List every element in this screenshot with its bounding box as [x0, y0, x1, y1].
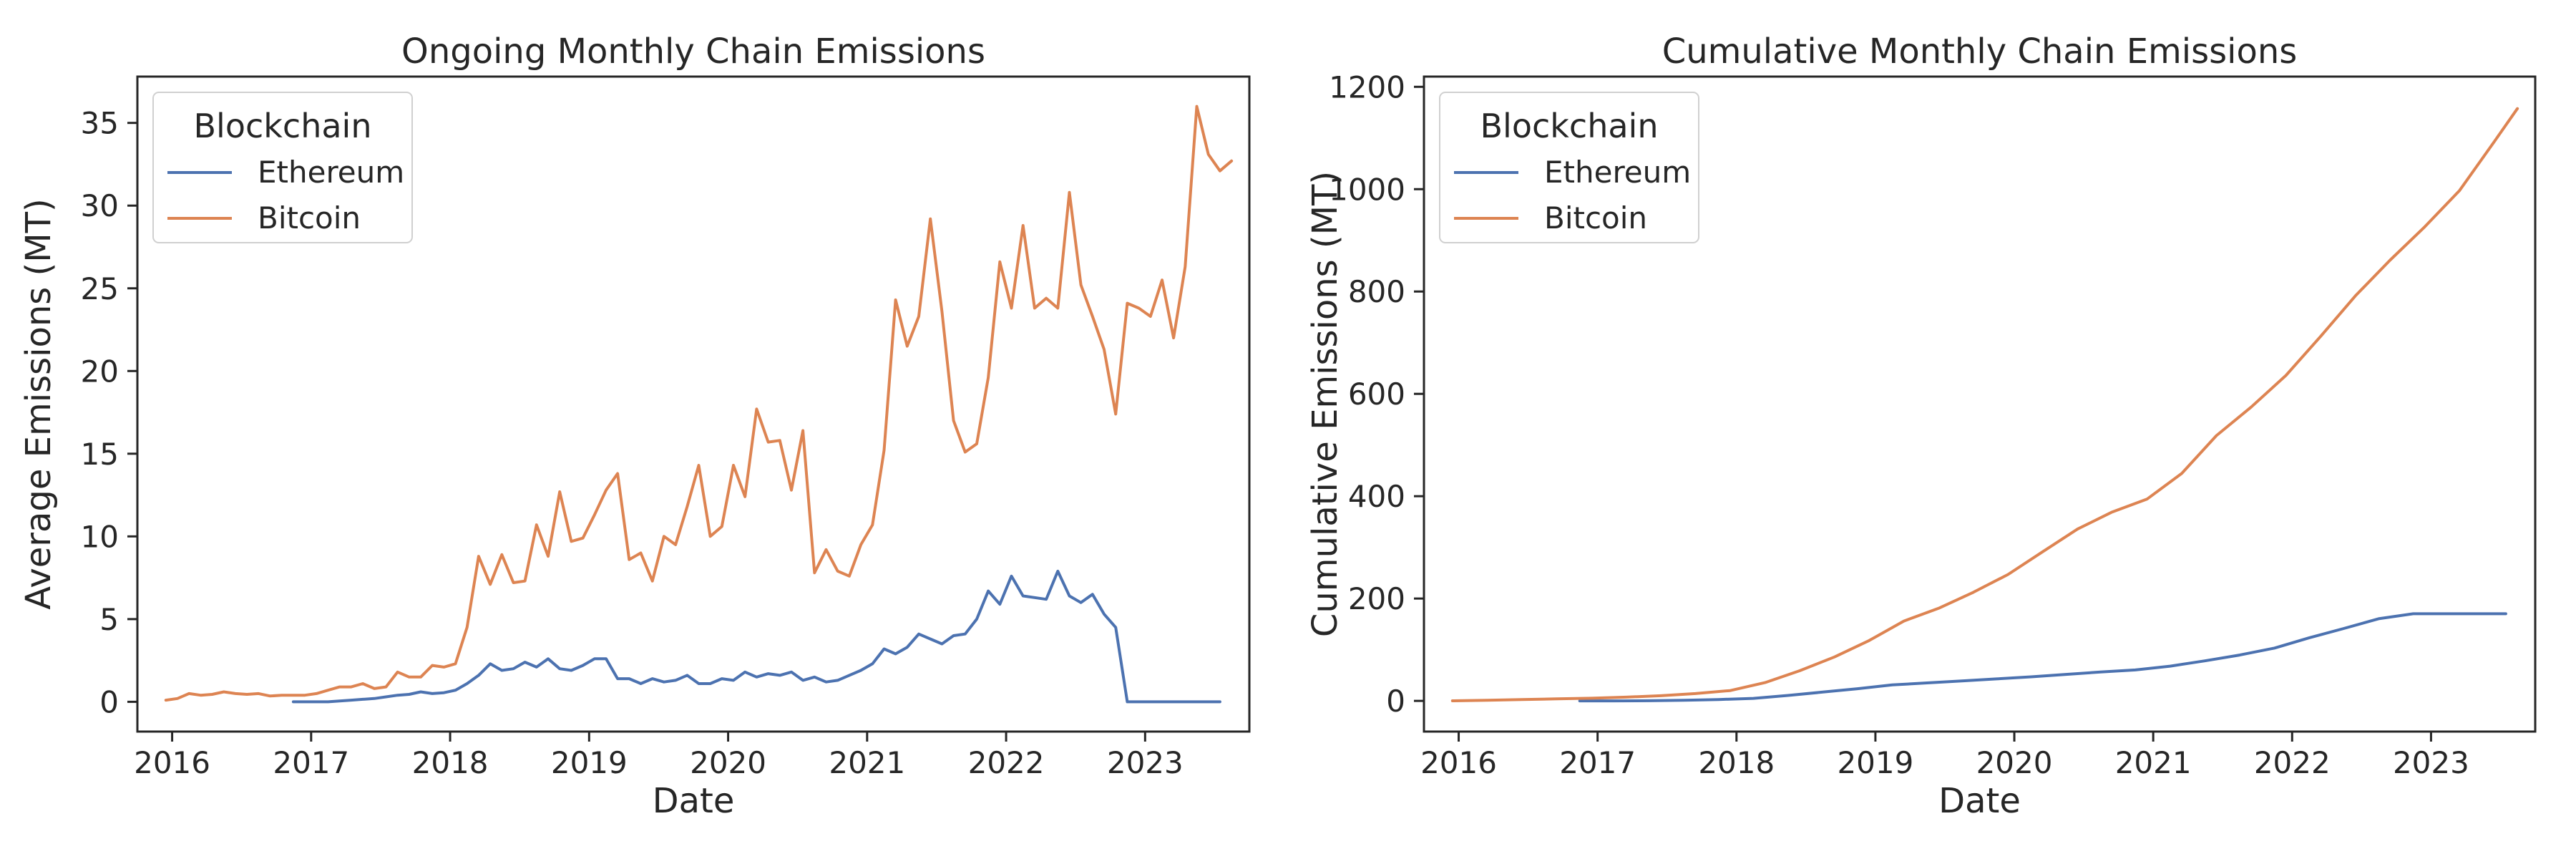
- cumulative-emissions-chart: 2016 2017 2018 2019 2020 2021 2022 2023 0 200 400 6…: [1305, 31, 2537, 821]
- x-tick-label: 2019: [551, 745, 628, 780]
- legend-box: [1439, 92, 1699, 243]
- y-axis-label: Average Emissions (MT): [19, 198, 59, 609]
- x-tick-label: 2020: [690, 745, 766, 780]
- x-tick-label: 2019: [1837, 745, 1913, 780]
- y-tick-label: 15: [81, 437, 119, 472]
- legend: Blockchain Ethereum Bitcoin: [1439, 92, 1699, 243]
- x-axis-label: Date: [653, 781, 735, 821]
- y-axis-label: Cumulative Emissions (MT): [1305, 171, 1345, 637]
- legend-title: Blockchain: [194, 107, 372, 145]
- legend: Blockchain Ethereum Bitcoin: [152, 92, 413, 243]
- y-tick-label: 800: [1348, 274, 1405, 309]
- legend-title: Blockchain: [1480, 107, 1659, 145]
- legend-box: [152, 92, 413, 243]
- x-tick-label: 2016: [134, 745, 210, 780]
- ongoing-emissions-chart: 2016 2017 2018 2019 2020 2021 2022 2023 0 5 10 15 20…: [19, 31, 1251, 821]
- chart-title: Ongoing Monthly Chain Emissions: [401, 31, 985, 72]
- x-tick-label: 2017: [1559, 745, 1636, 780]
- x-axis-label: Date: [1938, 781, 2021, 821]
- series-line-bitcoin: [1450, 107, 2519, 702]
- x-tick-label: 2022: [2254, 745, 2331, 780]
- series-line-ethereum: [1578, 612, 2507, 703]
- legend-label-ethereum: Ethereum: [258, 155, 404, 190]
- y-tick-label: 10: [81, 519, 119, 554]
- y-tick-label: 0: [99, 684, 119, 719]
- y-tick-label: 600: [1348, 377, 1405, 412]
- plot-frame: [1423, 75, 2537, 733]
- plot-frame: [136, 75, 1251, 733]
- x-tick-label: 2022: [968, 745, 1045, 780]
- x-tick-label: 2021: [829, 745, 905, 780]
- x-tick-label: 2023: [2393, 745, 2469, 780]
- series-lines: [1450, 107, 2519, 703]
- x-tick-label: 2018: [1698, 745, 1775, 780]
- legend-label-bitcoin: Bitcoin: [1544, 200, 1647, 236]
- x-tick-label: 2018: [412, 745, 489, 780]
- y-tick-label: 35: [81, 106, 119, 141]
- x-tick-label: 2016: [1420, 745, 1497, 780]
- y-tick-label: 20: [81, 354, 119, 389]
- y-tick-label: 1200: [1329, 69, 1405, 105]
- y-tick-label: 400: [1348, 479, 1405, 514]
- series-line-bitcoin: [164, 105, 1234, 702]
- y-tick-label: 200: [1348, 581, 1405, 616]
- y-tick-label: 0: [1386, 684, 1405, 719]
- x-tick-label: 2020: [1976, 745, 2053, 780]
- x-tick-label: 2021: [2115, 745, 2192, 780]
- y-tick-label: 5: [99, 602, 119, 637]
- y-tick-label: 25: [81, 271, 119, 306]
- series-lines: [164, 105, 1234, 704]
- x-tick-label: 2017: [273, 745, 349, 780]
- legend-label-bitcoin: Bitcoin: [258, 200, 361, 236]
- y-tick-label: 1000: [1329, 172, 1405, 207]
- x-tick-label: 2023: [1107, 745, 1184, 780]
- legend-label-ethereum: Ethereum: [1544, 155, 1691, 190]
- series-line-ethereum: [291, 569, 1221, 704]
- y-tick-label: 30: [81, 188, 119, 223]
- chart-title: Cumulative Monthly Chain Emissions: [1662, 31, 2298, 72]
